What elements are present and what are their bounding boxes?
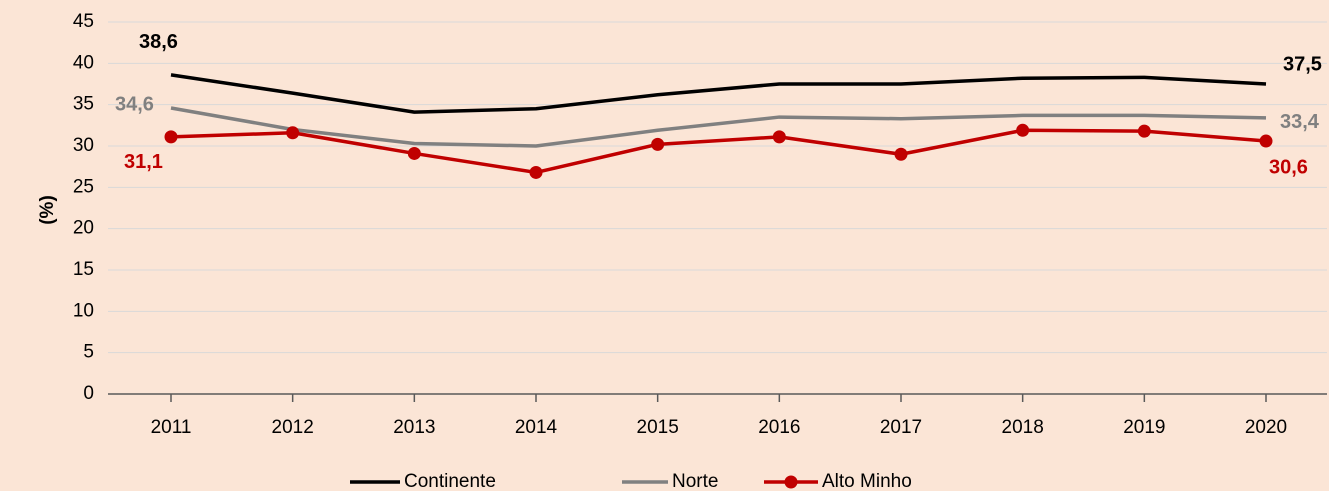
- y-tick-label: 35: [73, 94, 94, 115]
- x-tick-label: 2015: [637, 417, 679, 438]
- series-line: [170, 106, 1267, 148]
- y-tick-label: 30: [73, 135, 94, 156]
- x-tick-label: 2016: [758, 417, 800, 438]
- y-axis-label: (%): [37, 195, 58, 225]
- x-tick-label: 2017: [880, 417, 922, 438]
- x-tick-label: 2012: [272, 417, 314, 438]
- y-tick-label: 25: [73, 176, 94, 197]
- data-label: 33,4: [1280, 111, 1320, 133]
- y-tick-label: 40: [73, 52, 94, 73]
- marker: [1137, 124, 1151, 138]
- marker: [772, 130, 786, 144]
- y-tick-label: 0: [83, 383, 94, 404]
- x-tick-label: 2011: [151, 417, 192, 438]
- marker: [286, 126, 300, 140]
- marker: [1016, 123, 1030, 137]
- data-label: 30,6: [1269, 156, 1308, 178]
- legend-marker: [784, 475, 798, 489]
- x-tick-label: 2018: [1002, 417, 1044, 438]
- y-tick-label: 5: [83, 342, 94, 363]
- series-line: [170, 73, 1267, 114]
- series-line: [170, 128, 1267, 175]
- y-tick-label: 20: [73, 218, 94, 239]
- marker: [407, 146, 421, 160]
- x-tick-label: 2014: [515, 417, 558, 438]
- y-tick-label: 10: [73, 300, 94, 321]
- data-label: 31,1: [124, 151, 163, 173]
- legend-label: Continente: [404, 471, 496, 491]
- marker: [894, 147, 908, 161]
- marker: [164, 130, 178, 144]
- x-tick-label: 2013: [393, 417, 435, 438]
- legend-label: Alto Minho: [822, 471, 912, 491]
- y-tick-label: 45: [73, 11, 94, 32]
- y-tick-label: 15: [73, 259, 94, 280]
- x-tick-label: 2020: [1245, 417, 1287, 438]
- marker: [651, 137, 665, 151]
- x-tick-label: 2019: [1123, 417, 1165, 438]
- data-label: 38,6: [139, 31, 178, 53]
- data-label: 37,5: [1283, 53, 1322, 75]
- data-label: 34,6: [115, 93, 154, 115]
- marker: [529, 165, 543, 179]
- marker: [1259, 134, 1273, 148]
- legend-label: Norte: [672, 471, 718, 491]
